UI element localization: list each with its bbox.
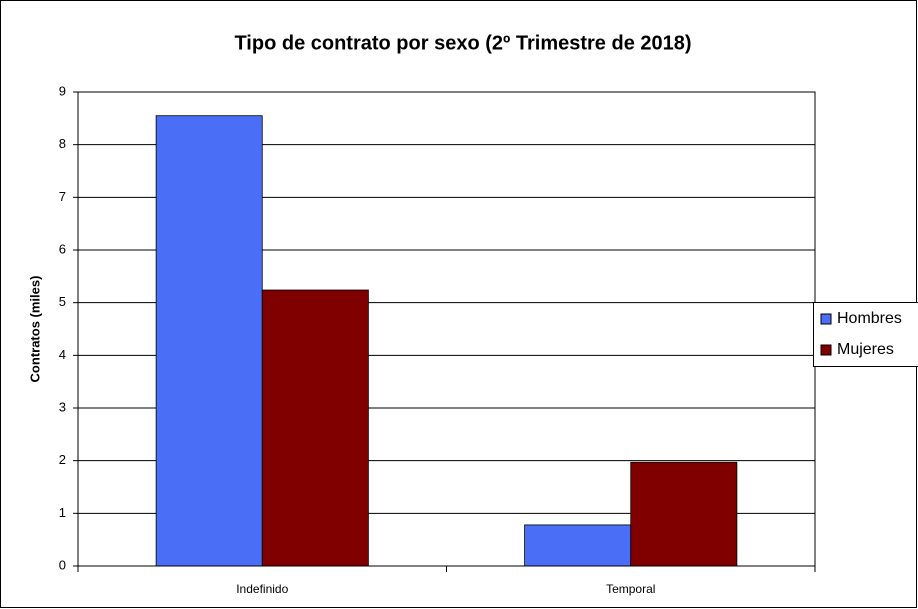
bar — [261, 289, 369, 567]
y-tick-label: 9 — [59, 83, 66, 98]
bar — [524, 524, 632, 567]
y-tick-label: 4 — [59, 347, 66, 362]
y-tick-label: 8 — [59, 136, 66, 151]
legend-label: Hombres — [837, 310, 902, 327]
legend-swatch — [820, 313, 832, 325]
y-axis-label: Contratos (miles) — [27, 276, 42, 383]
bar — [630, 461, 738, 567]
y-tick-label: 0 — [59, 557, 66, 572]
legend — [813, 302, 918, 367]
x-tick-label: Temporal — [606, 582, 655, 596]
y-tick-label: 7 — [59, 189, 66, 204]
chart-title: Tipo de contrato por sexo (2º Trimestre … — [234, 32, 691, 54]
y-tick-label: 6 — [59, 241, 66, 256]
bar — [155, 115, 263, 567]
y-tick-label: 5 — [59, 294, 66, 309]
y-tick-label: 1 — [59, 505, 66, 520]
legend-swatch — [820, 344, 832, 356]
legend-label: Mujeres — [837, 341, 894, 358]
x-tick-label: Indefinido — [236, 582, 288, 596]
y-tick-label: 3 — [59, 399, 66, 414]
y-tick-label: 2 — [59, 452, 66, 467]
